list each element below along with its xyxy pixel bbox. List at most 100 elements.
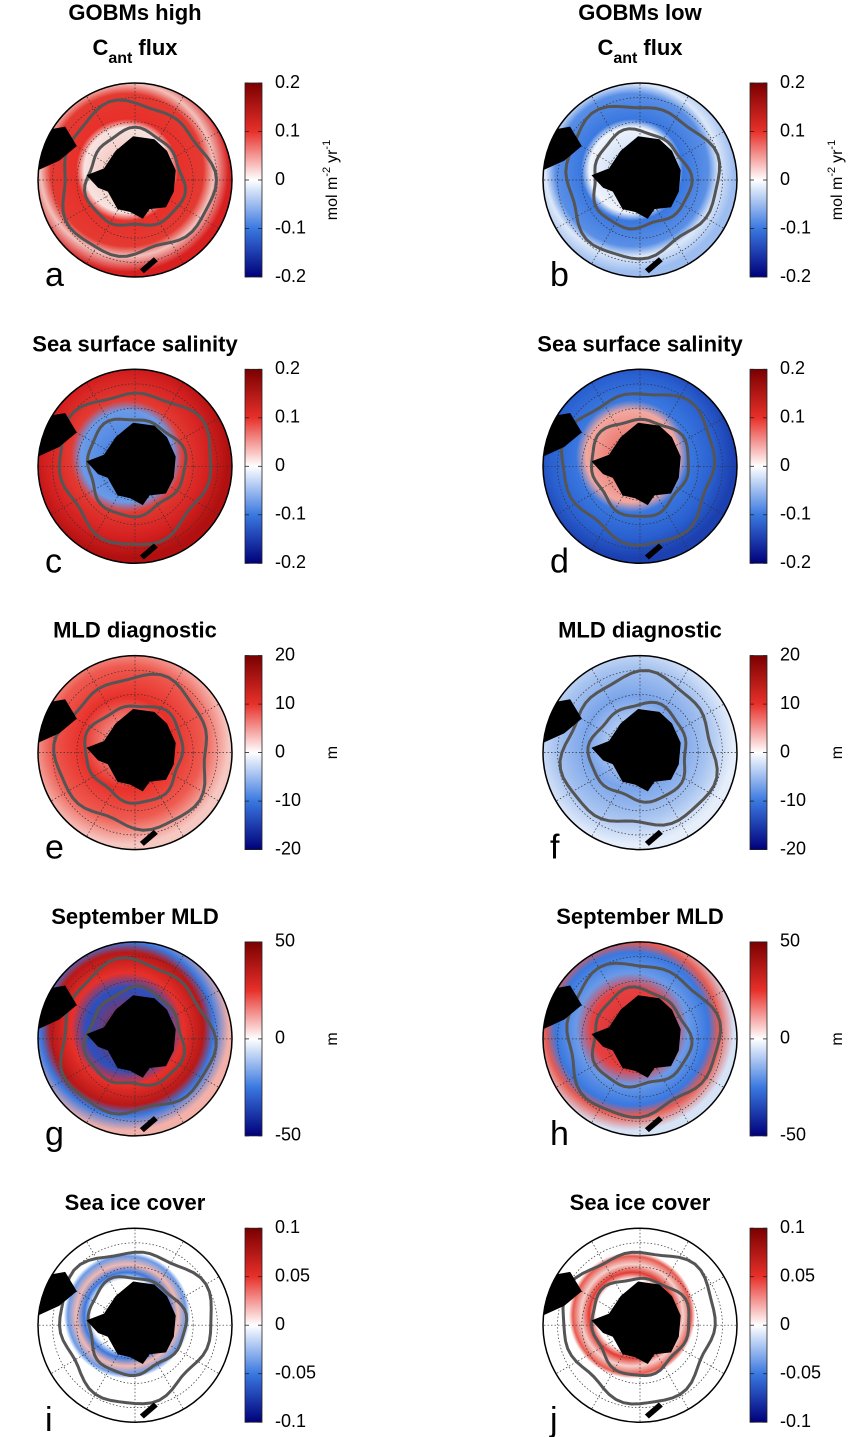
front-contour	[559, 392, 717, 547]
map-border	[37, 654, 233, 851]
map-border	[37, 1227, 233, 1423]
map	[38, 1228, 232, 1423]
panel: September MLD h 50 0 -50 m	[542, 904, 846, 1153]
meridian-line	[639, 131, 725, 181]
unit-segment: m	[829, 1032, 846, 1045]
colorbar-tick-label: 20	[780, 644, 800, 664]
meridian-line	[134, 752, 220, 802]
meridian-line	[134, 382, 184, 467]
meridian-line	[86, 954, 136, 1040]
unit-segment: m	[829, 746, 846, 759]
colorbar-tick-label: -0.2	[780, 552, 811, 572]
colorbar-tick-label: 0.2	[780, 358, 805, 378]
panel: MLD diagnostic e 20 10 0 -10 -20 m	[37, 618, 341, 867]
unit-segment: -1	[321, 140, 333, 150]
front-contour	[82, 984, 187, 1087]
colorbar-unit: m	[324, 1032, 341, 1045]
colorbar-tick-label: -20	[275, 838, 301, 858]
meridian-line	[555, 465, 641, 516]
panel-label: j	[549, 1401, 558, 1437]
panel-title: Sea ice cover	[65, 1190, 206, 1215]
meridian-line	[555, 752, 641, 802]
meridian-line	[639, 417, 725, 467]
meridian-line	[555, 1038, 641, 1088]
unit-segment: m	[324, 1032, 341, 1045]
front-contour	[564, 104, 722, 261]
colorbar-tick-label: 0.2	[275, 358, 300, 378]
unit-segment: -2	[321, 167, 333, 177]
panel: Sea surface salinity d 0.2 0.1 0 -0.1 -0.2	[537, 331, 811, 580]
panel-label: g	[45, 1115, 64, 1153]
panel: Sea surface salinity c 0.2 0.1 0 -0.1 -0.2	[32, 331, 306, 580]
map	[543, 655, 737, 850]
new-zealand	[644, 257, 663, 274]
meridian-line	[639, 752, 689, 837]
new-zealand	[139, 257, 158, 274]
colorbar-tick-label: 0.2	[275, 72, 300, 92]
new-zealand	[139, 1116, 158, 1133]
latitude-line	[76, 980, 194, 1098]
meridian-line	[591, 752, 641, 837]
antarctica	[591, 709, 681, 792]
unit-segment: mol m	[324, 177, 341, 221]
map-border	[542, 368, 738, 565]
meridian-line	[134, 703, 220, 753]
colorbar-tick-label: -50	[780, 1125, 806, 1145]
map-border	[542, 654, 738, 851]
latitude-line	[581, 694, 699, 812]
colorbar-tick-label: -0.1	[780, 1411, 811, 1431]
map	[543, 83, 737, 277]
colorbar-tick-label: -0.1	[275, 504, 306, 524]
meridian-line	[639, 668, 689, 753]
antarctica	[86, 136, 176, 219]
title-segment: September MLD	[556, 904, 723, 929]
latitude-line	[52, 383, 218, 550]
unit-segment: yr	[829, 149, 846, 163]
meridian-line	[591, 668, 641, 753]
colorbar-tick-label: 0.2	[780, 72, 805, 92]
meridian-line	[50, 752, 136, 802]
title-segment: Sea ice cover	[65, 1190, 206, 1215]
title-segment: flux	[138, 35, 178, 60]
colorbar-tick-label: 0.05	[780, 1265, 815, 1285]
front-contour	[85, 417, 188, 519]
colorbar-tick-label: -50	[275, 1125, 301, 1145]
title-segment: C	[92, 35, 108, 60]
map	[38, 83, 232, 277]
unit-segment: yr	[324, 149, 341, 163]
title-segment: September MLD	[51, 904, 218, 929]
title-segment: Sea surface salinity	[537, 331, 743, 356]
colorbar-tick-label: -0.1	[275, 1411, 306, 1431]
front-contour	[57, 391, 213, 546]
colorbar-tick-label: 0	[780, 1028, 790, 1048]
title-segment: C	[597, 35, 613, 60]
antarctica	[591, 1281, 681, 1364]
colorbar-unit: mol m-2 yr-1	[826, 140, 846, 220]
map	[38, 941, 232, 1136]
front-contour	[565, 961, 723, 1119]
colorbar-tick-label: 0	[275, 169, 285, 189]
title-segment: Sea surface salinity	[32, 331, 238, 356]
unit-segment: -2	[826, 167, 838, 177]
meridian-line	[134, 752, 184, 837]
new-zealand	[644, 1116, 663, 1133]
meridian-line	[134, 466, 184, 551]
meridian-line	[639, 954, 689, 1040]
new-zealand	[644, 829, 663, 846]
meridian-line	[86, 668, 136, 753]
colorbar-unit: mol m-2 yr-1	[321, 140, 341, 220]
latitude-line	[557, 956, 723, 1122]
map	[543, 1228, 737, 1423]
panel-title: MLD diagnostic	[53, 618, 217, 643]
latitude-line	[557, 669, 723, 836]
meridian-line	[555, 179, 641, 229]
title-segment: GOBMs low	[578, 0, 702, 25]
meridian-line	[86, 382, 136, 467]
colorbar-unit: m	[324, 746, 341, 759]
colorbar-tick-label: 0	[275, 741, 285, 761]
colorbar-tick-label: 0.1	[780, 120, 805, 140]
new-zealand	[139, 1402, 158, 1419]
new-zealand	[139, 829, 158, 846]
meridian-line	[86, 1241, 136, 1326]
